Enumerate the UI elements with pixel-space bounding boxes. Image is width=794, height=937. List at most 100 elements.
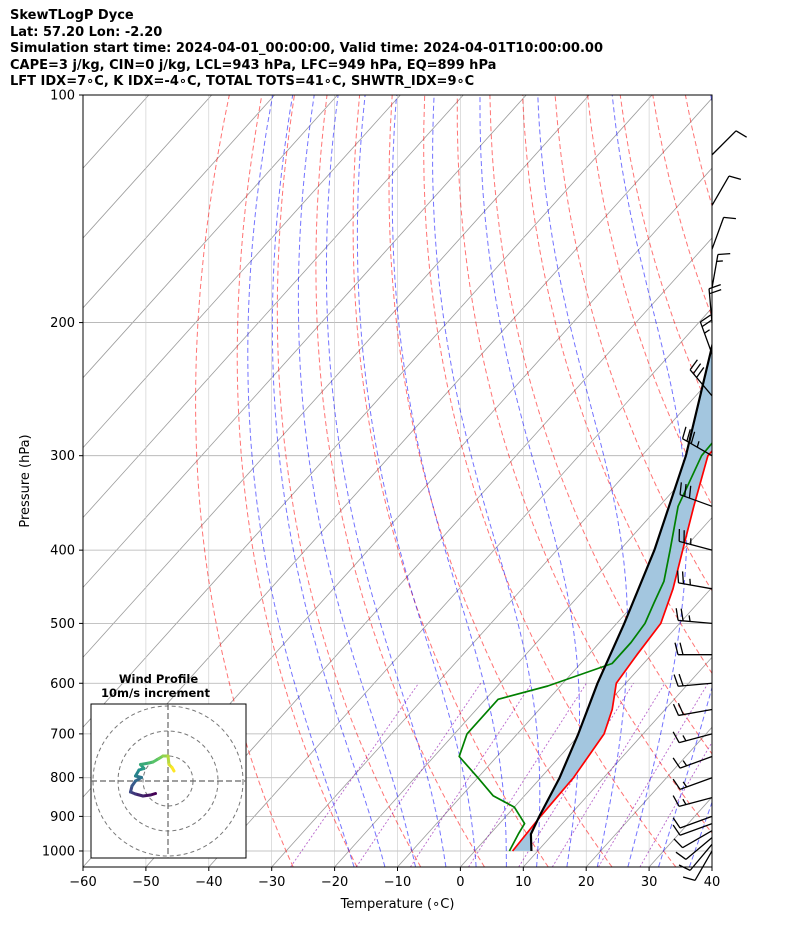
y-tick-label: 400	[50, 544, 75, 559]
temperature-profile-line	[511, 449, 712, 852]
axes: −60 −50 −40 −30 −20 −10 0 10 20 30 40 1000 900 800 700…	[18, 89, 720, 913]
wind-barbs	[672, 130, 747, 882]
dry-adiabat-line	[236, 95, 358, 867]
dry-adiabat-line	[783, 95, 794, 867]
hodograph-title: Wind Profile	[119, 672, 199, 686]
x-tick-label: 20	[578, 875, 595, 890]
moist-adiabat-line	[247, 95, 355, 867]
isotherm-line	[397, 516, 712, 867]
y-tick-label: 700	[50, 727, 75, 742]
x-tick-label: 30	[641, 875, 658, 890]
wind-barb	[699, 314, 713, 355]
wind-barb	[708, 284, 722, 323]
moist-adiabat-line	[271, 95, 386, 867]
wind-barb	[681, 426, 713, 457]
dry-adiabat-line	[587, 95, 712, 507]
chart-title: SkewTLogP Dyce	[10, 8, 134, 23]
dry-adiabat-line	[315, 95, 485, 867]
dry-adiabat-line	[456, 95, 712, 834]
chart-location: Lat: 57.20 Lon: -2.20	[10, 24, 163, 40]
isotherm-line	[83, 95, 590, 658]
wind-barb	[689, 359, 713, 397]
x-tick-label: −30	[258, 875, 285, 890]
wind-barb	[679, 482, 713, 507]
wind-barb	[711, 216, 736, 250]
mixing-ratio-line	[639, 741, 712, 867]
moist-adiabat-line	[325, 95, 447, 867]
isotherm-line	[83, 95, 464, 519]
wind-barb	[711, 130, 747, 156]
wind-barb	[711, 252, 731, 289]
y-tick-label: 900	[50, 810, 75, 825]
chart-times: Simulation start time: 2024-04-01_00:00:…	[10, 41, 603, 56]
wind-barb	[672, 731, 713, 744]
mixing-ratio-line	[290, 683, 419, 867]
hodograph-trace-segment	[170, 766, 176, 773]
wind-barb	[678, 843, 713, 871]
wind-barb	[682, 850, 713, 882]
x-tick-label: −20	[321, 875, 348, 890]
dry-adiabat-line	[751, 95, 794, 867]
mixing-ratio-line	[551, 683, 666, 867]
mixing-ratio-line	[518, 683, 634, 867]
moist-adiabat-line	[479, 95, 580, 867]
x-tick-label: 40	[704, 875, 721, 890]
moist-adiabat-line	[611, 95, 688, 867]
dry-adiabat-line	[195, 95, 294, 867]
dry-adiabat-line	[423, 95, 677, 867]
y-tick-label: 200	[50, 316, 75, 331]
chart-indices-lifted: LFT IDX=7∘C, K IDX=-4∘C, TOTAL TOTS=41∘C…	[10, 74, 475, 89]
wind-barb	[678, 528, 713, 551]
x-axis-label: Temperature (∘C)	[340, 897, 455, 912]
dry-adiabat-line	[718, 95, 794, 867]
isotherm-line	[585, 726, 712, 867]
wind-barb	[673, 830, 713, 849]
x-tick-label: 10	[515, 875, 532, 890]
moist-adiabat-line	[720, 95, 794, 867]
y-tick-label: 600	[50, 677, 75, 692]
dry-adiabat-line	[522, 95, 712, 675]
x-tick-label: −60	[69, 875, 96, 890]
y-tick-label: 1000	[42, 844, 75, 859]
profile-lines	[458, 341, 712, 852]
isotherm-line	[83, 95, 275, 309]
cape-shading-area	[512, 346, 712, 851]
wind-barb	[672, 777, 713, 790]
moist-adiabat-line	[356, 95, 477, 867]
wind-barb	[711, 175, 742, 206]
cape-cin-shading	[512, 346, 712, 851]
isotherm-line	[523, 656, 712, 867]
mixing-ratio-line	[598, 683, 709, 867]
y-tick-label: 300	[50, 449, 75, 464]
mixing-ratio-line	[410, 683, 533, 867]
moist-adiabat-line	[658, 95, 712, 867]
wind-barb	[676, 570, 713, 590]
moist-adiabat-line	[391, 95, 507, 867]
moist-adiabat-line	[688, 800, 712, 867]
isotherm-line	[711, 866, 712, 867]
wind-barb	[672, 755, 713, 769]
dry-adiabat-line	[388, 95, 613, 867]
isotherm-line	[83, 95, 401, 449]
moist-adiabat-line	[432, 95, 541, 867]
wind-barb	[672, 822, 713, 836]
chart-title-block: SkewTLogP Dyce Lat: 57.20 Lon: -2.20 Sim…	[10, 8, 790, 91]
moist-adiabat-line	[297, 95, 416, 867]
isotherm-line	[83, 95, 653, 728]
dry-adiabat-line	[489, 95, 712, 755]
isotherm-line	[208, 307, 712, 867]
isotherm-line	[271, 377, 712, 867]
isotherm-line	[83, 95, 338, 379]
isotherm-line	[648, 796, 712, 867]
isotherm-line	[145, 237, 712, 867]
isotherm-line	[83, 95, 212, 239]
parcel-profile-line	[529, 341, 712, 852]
mixing-ratio-line	[355, 683, 482, 867]
dry-adiabat-line	[352, 95, 549, 867]
wind-barb	[675, 608, 713, 625]
wind-barb	[672, 703, 713, 717]
y-axis-label: Pressure (hPa)	[18, 434, 33, 527]
dewpoint-profile-line	[458, 441, 712, 852]
wind-barb	[672, 795, 713, 808]
